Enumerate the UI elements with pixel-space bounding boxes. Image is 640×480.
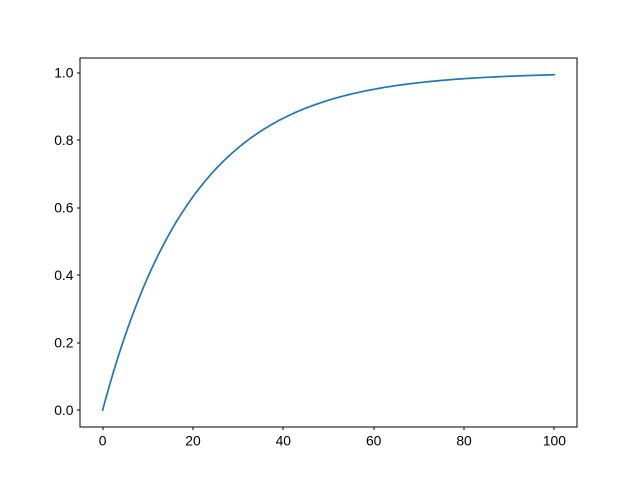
- svg-text:0.6: 0.6: [54, 199, 74, 215]
- svg-text:0.4: 0.4: [54, 267, 74, 283]
- svg-text:20: 20: [185, 433, 201, 449]
- svg-text:40: 40: [276, 433, 292, 449]
- svg-text:0: 0: [99, 433, 107, 449]
- svg-text:1.0: 1.0: [54, 64, 74, 80]
- svg-text:0.2: 0.2: [54, 335, 74, 351]
- svg-text:0.8: 0.8: [54, 132, 74, 148]
- svg-text:60: 60: [366, 433, 382, 449]
- svg-text:80: 80: [456, 433, 472, 449]
- svg-text:100: 100: [543, 433, 566, 449]
- svg-text:0.0: 0.0: [54, 402, 74, 418]
